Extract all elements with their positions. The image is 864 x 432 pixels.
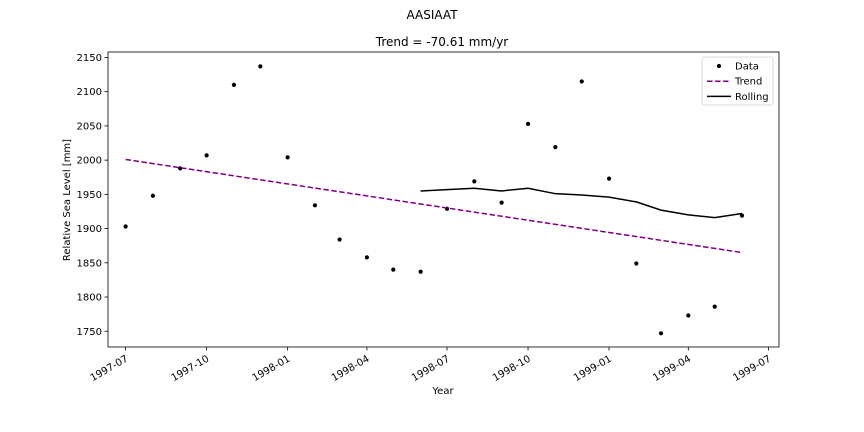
- data-point: [606, 176, 612, 181]
- data-point: [231, 82, 237, 87]
- data-point: [658, 331, 664, 336]
- data-point: [579, 79, 584, 84]
- legend-label: Trend: [734, 77, 762, 88]
- chart-suptitle: AASIAAT: [406, 8, 458, 22]
- data-point: [712, 304, 717, 309]
- data-point: [525, 121, 531, 126]
- y-tick-label: 1750: [77, 327, 102, 338]
- x-tick-label: 1998-07: [410, 354, 452, 384]
- chart-title: Trend = -70.61 mm/yr: [375, 35, 509, 49]
- y-tick-label: 2150: [77, 53, 102, 64]
- y-axis-label: Relative Sea Level [mm]: [62, 139, 73, 261]
- data-point: [312, 203, 318, 208]
- y-tick-label: 1950: [77, 190, 102, 201]
- data-point: [739, 213, 745, 218]
- data-point: [391, 267, 396, 272]
- y-tick-label: 2000: [77, 156, 102, 167]
- x-tick-label: 1998-10: [491, 354, 533, 384]
- data-point: [364, 255, 369, 260]
- data-point: [472, 179, 477, 184]
- y-tick-label: 1850: [77, 258, 102, 269]
- legend-marker: [716, 63, 722, 69]
- data-point: [285, 155, 290, 160]
- data-point: [258, 64, 263, 69]
- x-tick-label: 1999-07: [731, 354, 773, 384]
- data-point: [204, 153, 209, 158]
- axes: 1750 1800 1850 1900 1950 2000 2050 2100 2150 1997…: [77, 51, 780, 384]
- x-tick-label: 1999-04: [651, 354, 693, 384]
- x-tick-label: 1998-01: [251, 354, 293, 384]
- x-tick-label: 1997-10: [170, 354, 212, 384]
- data-point: [553, 145, 558, 150]
- data-point: [418, 269, 423, 274]
- legend-label: Data: [735, 62, 759, 73]
- x-tick-label: 1997-07: [89, 354, 131, 384]
- rolling-line: [420, 187, 743, 219]
- data-point: [634, 261, 639, 266]
- legend-box: [701, 56, 774, 106]
- data-point: [686, 313, 691, 318]
- plot-frame: [107, 51, 780, 348]
- plot-area: [123, 64, 745, 336]
- legend: Data Trend Rolling: [701, 56, 774, 106]
- x-tick-label: 1999-01: [572, 354, 614, 384]
- y-tick-label: 1900: [77, 224, 102, 235]
- y-tick-label: 2100: [77, 87, 102, 98]
- data-point: [150, 193, 156, 198]
- x-tick-label: 1998-04: [330, 354, 372, 384]
- data-point: [337, 237, 342, 242]
- y-tick-label: 2050: [77, 121, 102, 132]
- x-axis-label: Year: [431, 386, 454, 397]
- data-point: [499, 200, 504, 205]
- data-point: [123, 224, 128, 229]
- y-tick-label: 1800: [77, 293, 102, 304]
- legend-label: Rolling: [735, 92, 769, 103]
